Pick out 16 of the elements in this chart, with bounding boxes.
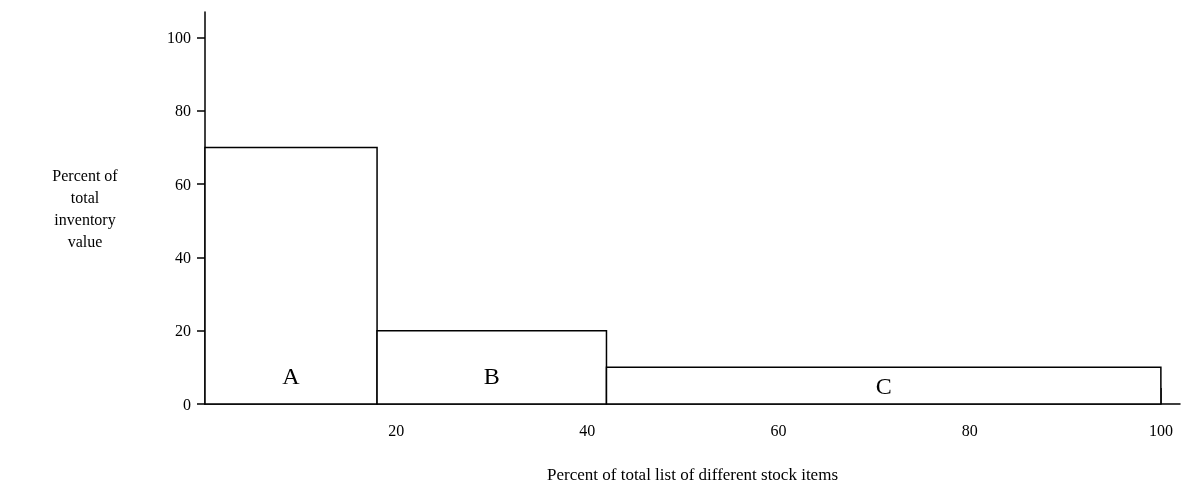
annotation: A bbox=[282, 363, 301, 389]
x-axis-title: Percent of total list of different stock items bbox=[547, 465, 838, 484]
x-tick-label: 20 bbox=[388, 421, 405, 439]
x-tick-label: 100 bbox=[1148, 421, 1173, 439]
y-tick-label: 0 bbox=[183, 395, 191, 413]
annotation: B bbox=[483, 363, 500, 389]
y-axis-title: Percent of total inventory value bbox=[52, 166, 119, 250]
y-tick-label: 40 bbox=[175, 248, 191, 266]
x-tick-label: 80 bbox=[961, 421, 978, 439]
y-tick-label: 20 bbox=[175, 322, 191, 340]
x-tick-label: 60 bbox=[770, 421, 787, 439]
y-tick-label: 80 bbox=[175, 102, 191, 120]
y-tick-label: 60 bbox=[175, 175, 191, 193]
x-tick-label: 40 bbox=[579, 421, 596, 439]
y-tick-label: 100 bbox=[167, 29, 191, 47]
annotation: C bbox=[875, 372, 892, 399]
